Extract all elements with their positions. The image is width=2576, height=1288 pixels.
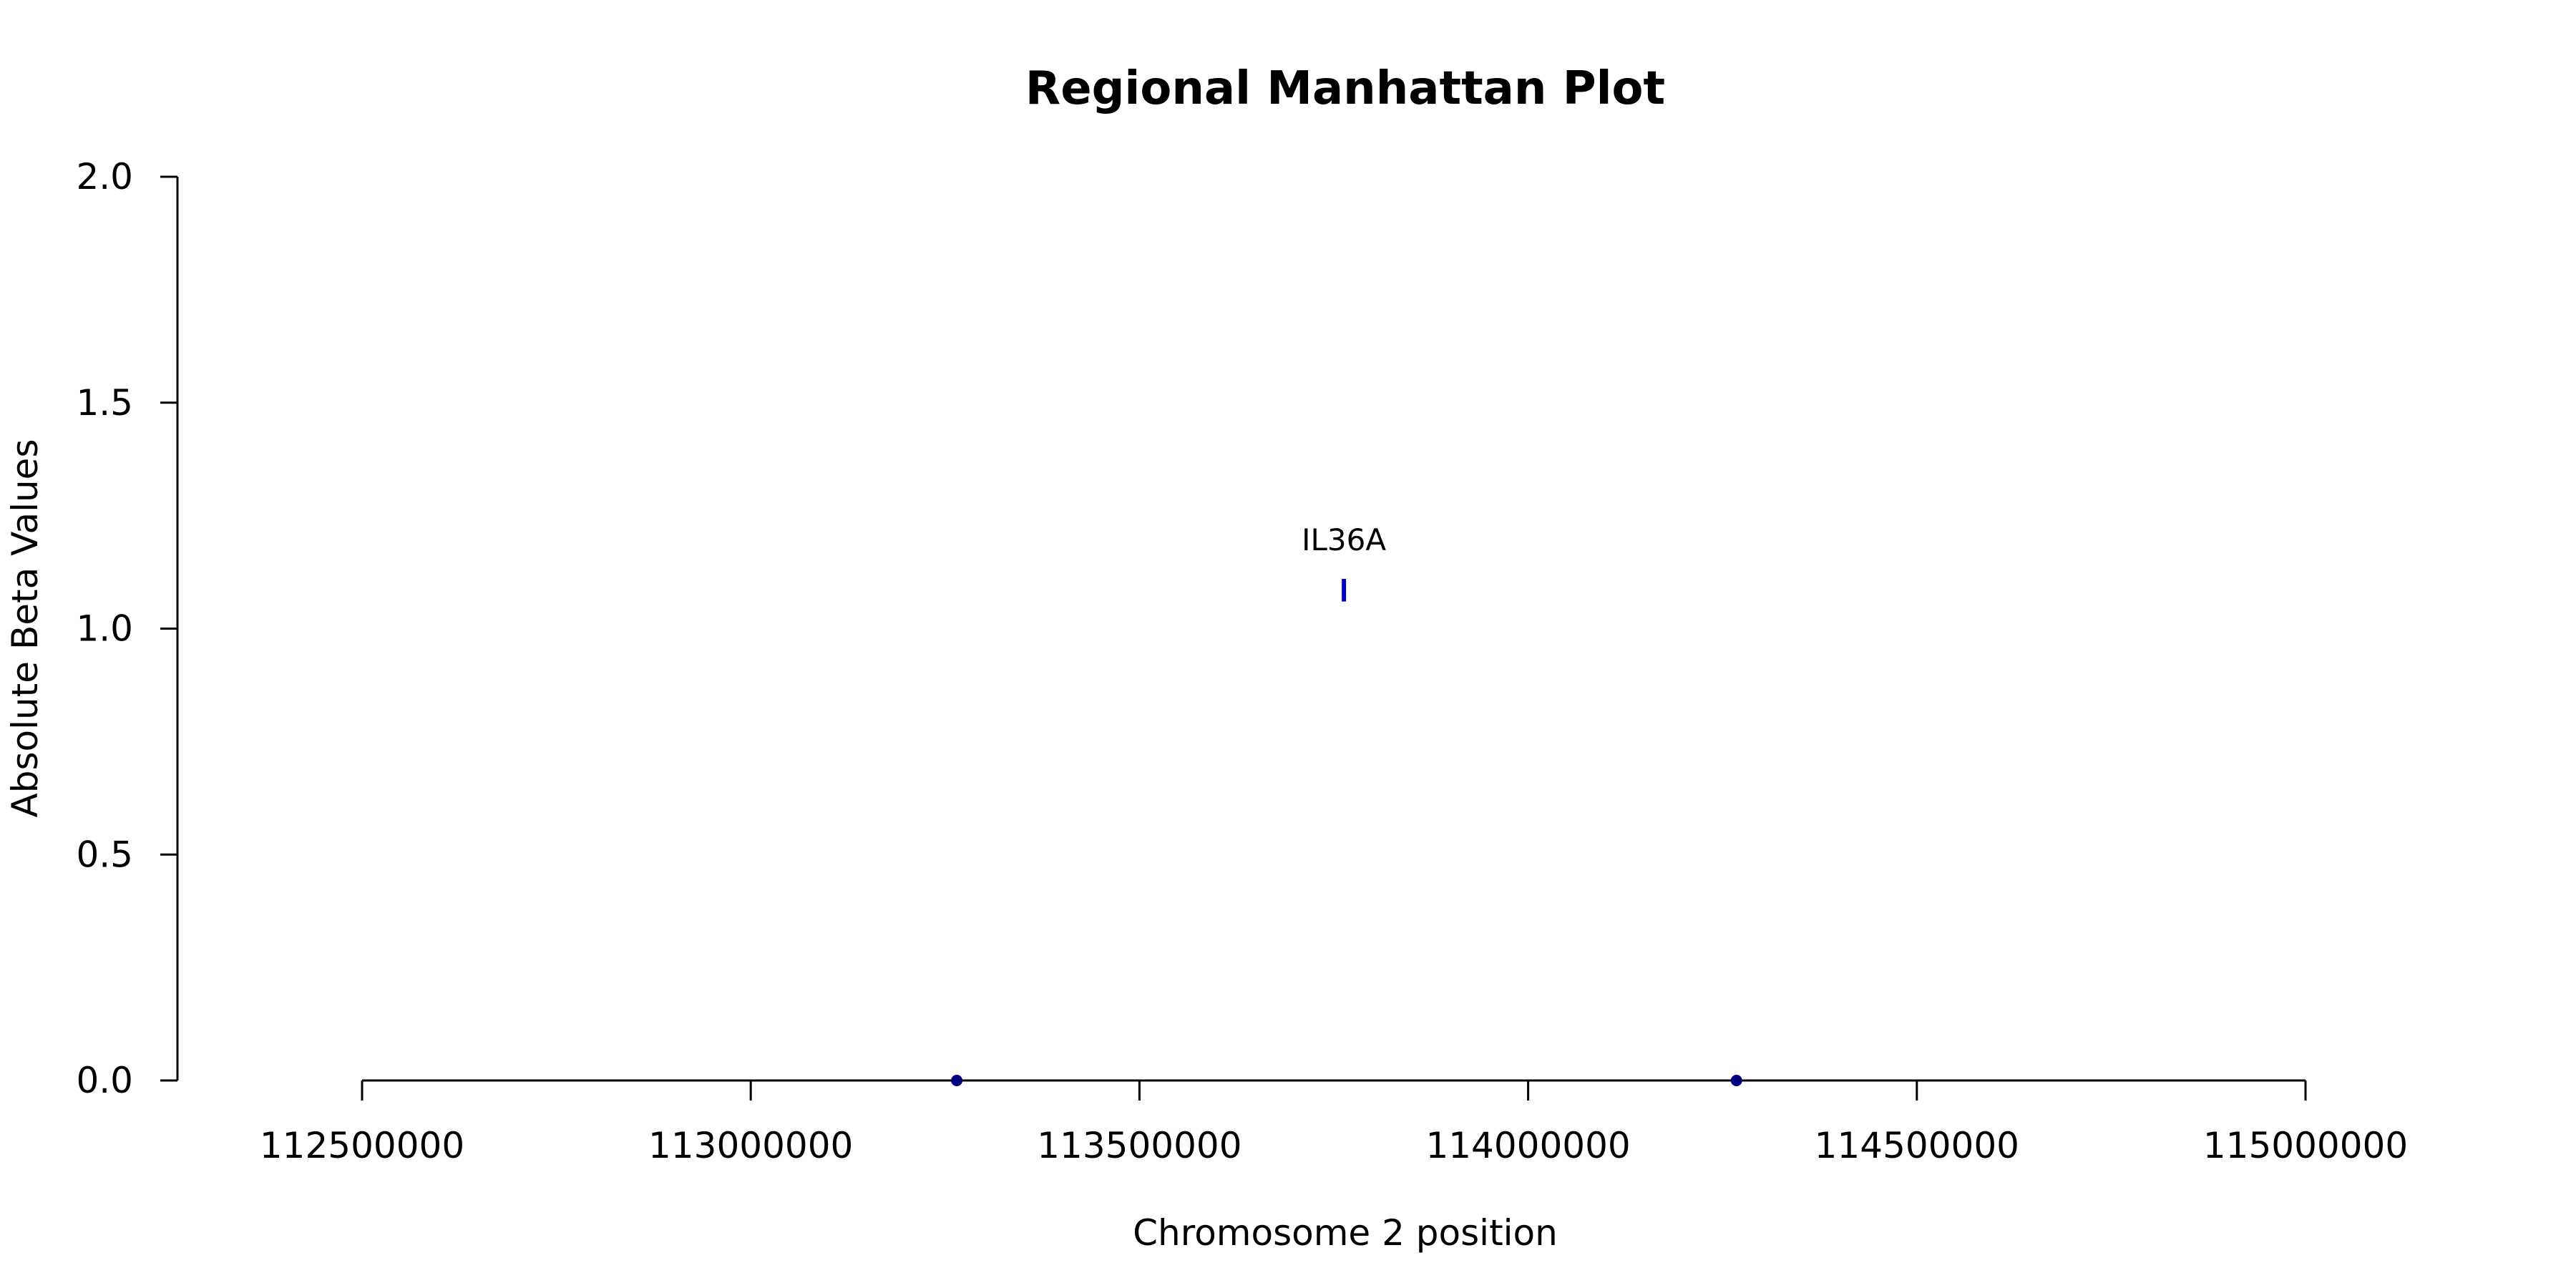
x-tick-label: 114500000 [1815,1125,2019,1166]
chart-title: Regional Manhattan Plot [1025,62,1665,115]
data-points [951,1075,1742,1086]
gene-markers: IL36A [1302,522,1386,602]
x-axis-ticks: 112500000 113000000 113500000 114000000 1145… [260,1080,2408,1166]
x-tick-label: 115000000 [2203,1125,2408,1166]
x-axis-label: Chromosome 2 position [1133,1212,1558,1254]
x-tick-label: 114000000 [1425,1125,1630,1166]
gene-marker-label: IL36A [1302,522,1386,557]
y-tick-label: 1.0 [76,608,133,650]
y-axis-ticks: 0.0 0.5 1.0 1.5 2.0 [76,156,177,1101]
y-tick-label: 0.0 [76,1060,133,1101]
y-tick-label: 1.5 [76,382,133,424]
y-tick-label: 2.0 [76,156,133,197]
data-point [1730,1075,1742,1086]
x-tick-label: 113000000 [648,1125,853,1166]
x-tick-label: 113500000 [1037,1125,1241,1166]
y-tick-label: 0.5 [76,834,133,875]
x-tick-label: 112500000 [260,1125,464,1166]
data-point [951,1075,963,1086]
y-axis-label: Absolute Beta Values [4,439,46,818]
